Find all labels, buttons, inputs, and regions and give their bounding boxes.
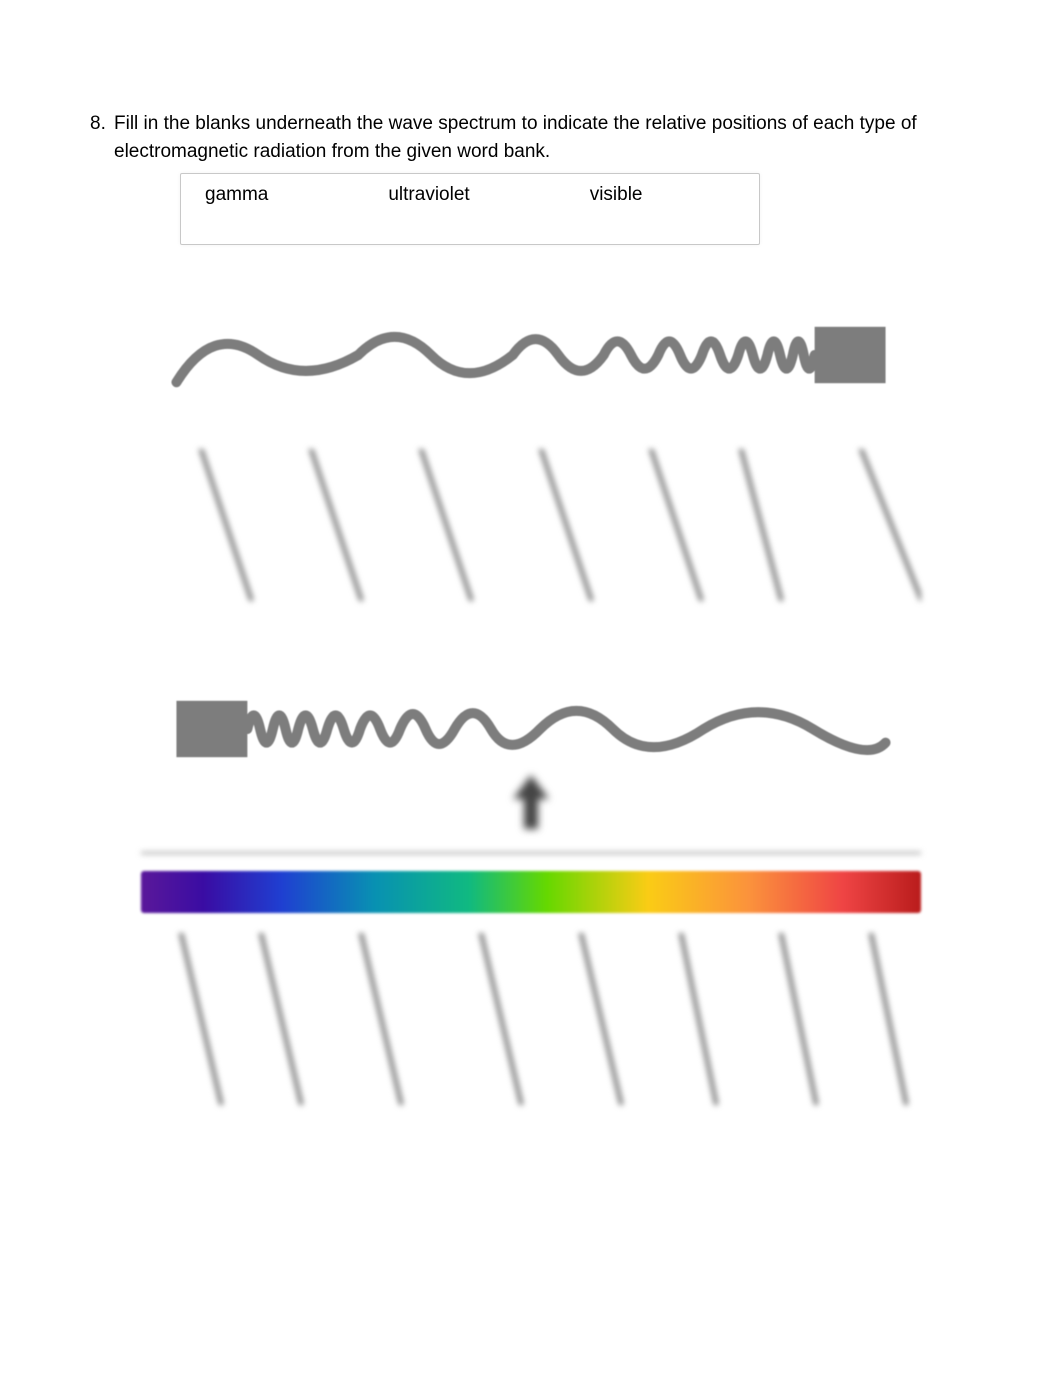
wave-svg [141,679,921,779]
worksheet-page: 8.Fill in the blanks underneath the wave… [0,0,1062,1376]
chirped-wave-bottom [141,679,921,779]
fill-in-blank-lines-top [141,449,921,619]
em-spectrum-top [141,305,921,619]
question-number: 8. [90,110,114,138]
visible-spectrum-block [141,679,921,1167]
word-bank: gamma ultraviolet visible [180,173,760,245]
visible-spectrum-gradient [141,871,921,913]
question-text: 8.Fill in the blanks underneath the wave… [90,110,972,165]
wave-svg [141,305,921,405]
number-line-axis [141,835,921,869]
slants-svg [141,933,921,1123]
axis-line [141,852,921,854]
fill-in-blank-lines-bottom [141,933,921,1123]
expand-arrow-icon [141,779,921,829]
slants-svg [141,449,921,619]
color-labels-blurred [141,1127,921,1167]
question-line1: Fill in the blanks underneath the wave s… [114,113,917,134]
arrow-shaft [524,789,538,829]
question-line2: electromagnetic radiation from the given… [90,138,972,166]
wordbank-item: visible [590,184,643,206]
wordbank-item: ultraviolet [388,184,469,206]
chirped-wave-top [141,305,921,405]
wordbank-item: gamma [205,184,268,206]
spectrum-category-labels-blurred [141,409,921,449]
